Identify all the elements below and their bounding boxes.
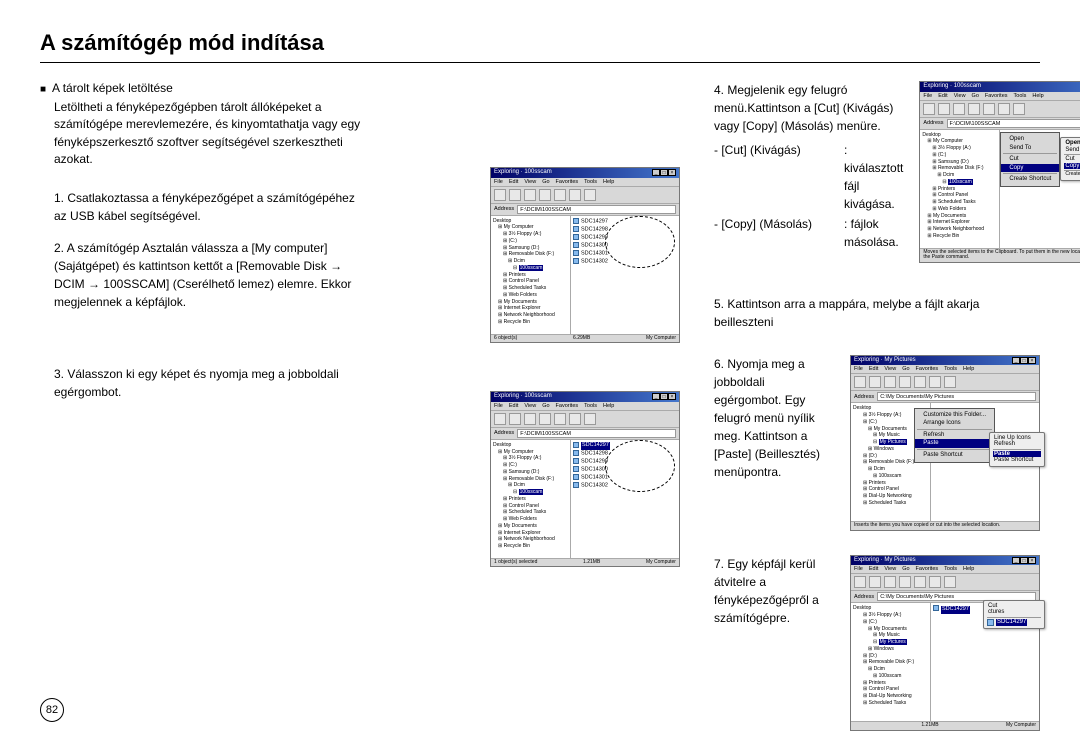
step-4: 4. Megjelenik egy felugró menü.Kattintso… <box>700 81 903 135</box>
step-5: 5. Kattintson arra a mappára, melybe a f… <box>700 295 1040 331</box>
left-column: A tárolt képek letöltése Letöltheti a fé… <box>40 81 369 755</box>
explorer-window: Exploring · My Pictures_□× FileEditViewG… <box>850 555 1040 731</box>
step-2: 2. A számítógép Asztalán válassza a [My … <box>40 239 369 311</box>
context-menu: Customize this Folder...Arrange IconsRef… <box>914 408 995 463</box>
step-4-sublist: - [Cut] (Kivágás): kiválasztott fájl kiv… <box>700 141 903 251</box>
window-controls: _□× <box>652 169 676 177</box>
step-1: 1. Csatlakoztassa a fényképezőgépet a sz… <box>40 189 369 225</box>
step-6: 6. Nyomja meg a jobboldali egérgombot. E… <box>700 355 834 481</box>
intro-text: Letöltheti a fényképezőgépben tárolt áll… <box>40 99 369 169</box>
folder-tree: Desktop⊞ My Computer⊞ 3½ Floppy (A:)⊞ (C… <box>491 216 571 334</box>
menubar: FileEditViewGoFavoritesToolsHelp <box>491 178 679 187</box>
step-7-block: 7. Egy képfájl kerül átvitelre a fénykép… <box>700 555 1040 731</box>
mid-column: Exploring · 100sscam _□× FileEditViewGoF… <box>389 81 680 755</box>
explorer-window: Exploring · My Pictures_□× FileEditViewG… <box>850 355 1040 531</box>
page-title: A számítógép mód indítása <box>40 30 1040 63</box>
step-6-block: 6. Nyomja meg a jobboldali egérgombot. E… <box>700 355 1040 531</box>
step-3: 3. Válasszon ki egy képet és nyomja meg … <box>40 365 369 401</box>
image-icon <box>987 619 994 626</box>
page-number: 82 <box>40 698 64 722</box>
file-list: SDC14297SDC14298SDC14299SDC14300SDC14301… <box>571 216 679 334</box>
context-menu: OpenSend ToCutCopyCreate Shortcut <box>1000 132 1060 187</box>
figure-step-3: Exploring · 100sscam _□× FileEditViewGoF… <box>490 391 680 567</box>
section-label: A tárolt képek letöltése <box>40 81 369 95</box>
callout-zoom: Line Up Icons Refresh Paste Paste Shortc… <box>989 432 1045 467</box>
callout-zoom: Open Send To Cut Copy Create Shortcut <box>1060 137 1080 181</box>
explorer-window: Exploring · 100sscam _□× FileEditViewGoF… <box>490 167 680 343</box>
toolbar-button <box>494 189 506 201</box>
address-input: F:\DCIM\100SSCAM <box>517 205 676 214</box>
content-columns: A tárolt képek letöltése Letöltheti a fé… <box>40 81 1040 755</box>
statusbar: 6 object(s) 6.29MB My Computer <box>491 334 679 343</box>
explorer-window: Exploring · 100sscam _□× FileEditViewGoF… <box>490 391 680 567</box>
step-4-block: 4. Megjelenik egy felugró menü.Kattintso… <box>700 81 1040 263</box>
explorer-window: Exploring · 100sscam_□× FileEditViewGoFa… <box>919 81 1080 263</box>
right-column: 4. Megjelenik egy felugró menü.Kattintso… <box>700 81 1040 755</box>
titlebar: Exploring · 100sscam _□× <box>491 168 679 178</box>
step-5-block: 5. Kattintson arra a mappára, melybe a f… <box>700 295 1040 331</box>
figure-step-2: Exploring · 100sscam _□× FileEditViewGoF… <box>490 167 680 343</box>
addressbar: Address F:\DCIM\100SSCAM <box>491 204 679 216</box>
step-7: 7. Egy képfájl kerül átvitelre a fénykép… <box>700 555 834 627</box>
toolbar <box>491 187 679 204</box>
callout-zoom: Cut ctures SDC14297 <box>983 600 1045 629</box>
